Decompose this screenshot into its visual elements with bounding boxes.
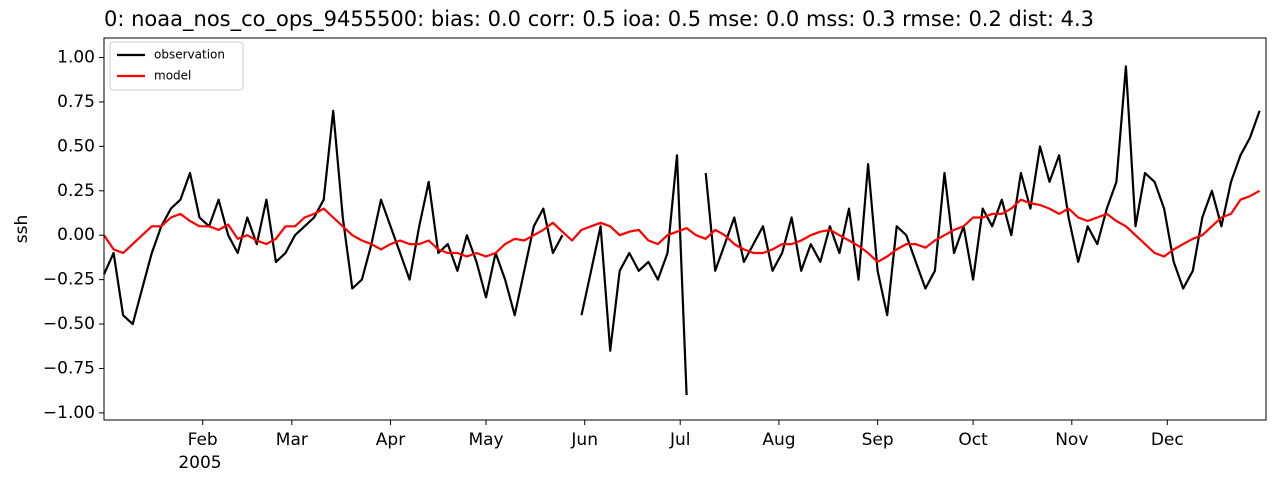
x-tick-label: Oct: [958, 430, 988, 450]
y-axis-label: ssh: [12, 215, 32, 244]
series-line: [102, 65, 1261, 396]
x-tick-label: Aug: [762, 430, 795, 450]
legend-label: observation: [154, 48, 225, 62]
y-tick-label: 0.75: [57, 92, 95, 112]
x-tick-label: Dec: [1151, 430, 1184, 450]
x-tick-label: Jul: [669, 430, 691, 450]
x-tick-label: Nov: [1055, 430, 1088, 450]
plot-frame: [103, 37, 1267, 421]
x-tick-label: Apr: [376, 430, 405, 450]
series-line: [103, 189, 1261, 263]
y-tick-label: 1.00: [57, 48, 95, 68]
x-tick-label: May: [468, 430, 503, 450]
x-tick-label: Feb: [188, 430, 218, 450]
x-tick-label: Sep: [862, 430, 894, 450]
x-year-label: 2005: [178, 453, 221, 473]
y-tick-label: −1.00: [43, 403, 95, 423]
x-tick-label: Mar: [276, 430, 308, 450]
x-tick-label: Jun: [570, 430, 598, 450]
y-tick-label: 0.50: [57, 136, 95, 156]
legend-label: model: [154, 69, 191, 83]
y-tick-label: −0.50: [43, 314, 95, 334]
y-tick-label: 0.25: [57, 181, 95, 201]
y-tick-label: 0.00: [57, 225, 95, 245]
y-tick-label: −0.25: [43, 270, 95, 290]
y-tick-label: −0.75: [43, 358, 95, 378]
chart-title: 0: noaa_nos_co_ops_9455500: bias: 0.0 co…: [104, 7, 1094, 32]
